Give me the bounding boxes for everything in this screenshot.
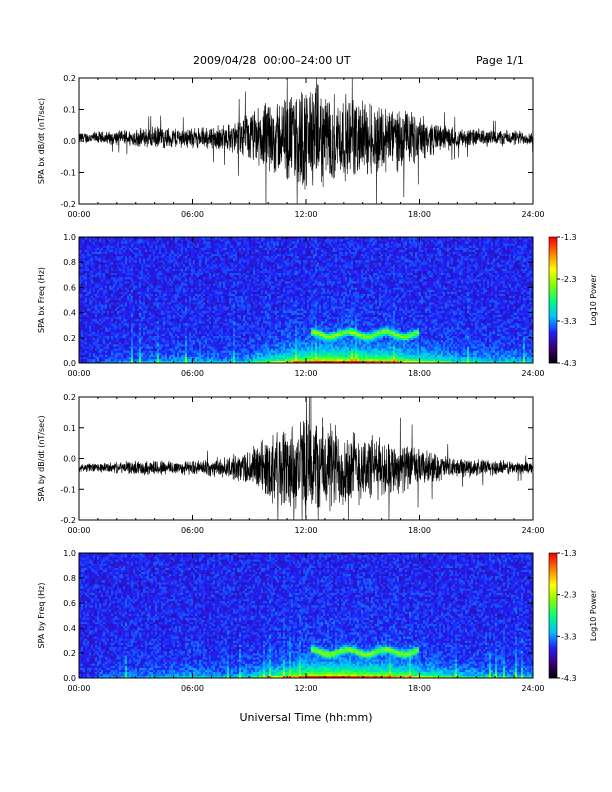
x-tick-label: 12:00 <box>294 526 317 535</box>
y-tick-label: 0.2 <box>63 74 76 83</box>
x-tick-label: 24:00 <box>521 369 544 378</box>
y-tick-label: 0.2 <box>63 393 76 402</box>
waveform-trace <box>79 78 533 204</box>
y-tick-label: 0.2 <box>63 649 76 658</box>
y-tick-label: 0.0 <box>63 137 76 146</box>
colorbar-tick-label: -3.3 <box>561 632 577 641</box>
colorbar-tick-label: -2.3 <box>561 591 577 600</box>
waveform-trace <box>79 397 533 520</box>
colorbar-tick-label: -4.3 <box>561 359 577 368</box>
y-axis-label: SPA by dB/dt (nT/sec) <box>37 415 46 501</box>
y-tick-label: -0.1 <box>60 485 76 494</box>
x-tick-label: 00:00 <box>67 684 90 693</box>
colorbar-tick-label: -3.3 <box>561 317 577 326</box>
colorbar-tick-label: -1.3 <box>561 233 577 242</box>
y-axis-label: SPA bx dB/dt (nT/sec) <box>37 98 46 184</box>
bx-waveform-panel: 00:00 06:00 12:00 18:00 24:00 -0.2 -0.1 0.0 0.1 0… <box>37 74 545 219</box>
x-tick-label: 06:00 <box>181 684 204 693</box>
by-waveform-panel: 00:00 06:00 12:00 18:00 24:00 -0.2 -0.1 0.0 0.1 0… <box>37 393 545 535</box>
x-axis-label: Universal Time (hh:mm) <box>0 711 612 724</box>
y-tick-label: 0.0 <box>63 674 76 683</box>
y-tick-label: 0.8 <box>63 574 76 583</box>
x-tick-label: 06:00 <box>181 369 204 378</box>
x-tick-label: 12:00 <box>294 369 317 378</box>
y-axis-label: SPA bx Freq (Hz) <box>37 267 46 333</box>
y-tick-label: 0.0 <box>63 455 76 464</box>
colorbar-tick-label: -2.3 <box>561 275 577 284</box>
colorbar-tick-label: -4.3 <box>561 674 577 683</box>
x-tick-label: 00:00 <box>67 526 90 535</box>
x-tick-label: 24:00 <box>521 526 544 535</box>
x-tick-label: 12:00 <box>294 684 317 693</box>
spectrogram-cells <box>79 553 533 678</box>
y-tick-label: 0.8 <box>63 258 76 267</box>
x-tick-label: 18:00 <box>408 210 431 219</box>
bx-spectrogram-panel: -1.3 -2.3 -3.3 -4.3 Log10 Power 00:00 06:00 12:… <box>37 233 598 378</box>
colorbar-label: Log10 Power <box>589 589 598 641</box>
y-tick-label: 0.4 <box>63 624 76 633</box>
y-tick-label: -0.1 <box>60 169 76 178</box>
x-tick-label: 18:00 <box>408 369 431 378</box>
y-tick-label: 0.4 <box>63 309 76 318</box>
x-tick-label: 06:00 <box>181 210 204 219</box>
y-tick-label: -0.2 <box>60 516 76 525</box>
y-tick-label: 0.6 <box>63 599 76 608</box>
colorbar-label: Log10 Power <box>589 274 598 326</box>
y-tick-label: -0.2 <box>60 200 76 209</box>
colorbar: -1.3 -2.3 -3.3 -4.3 Log10 Power <box>549 233 598 368</box>
x-tick-label: 24:00 <box>521 210 544 219</box>
x-tick-label: 24:00 <box>521 684 544 693</box>
colorbar-tick-label: -1.3 <box>561 549 577 558</box>
spectrogram-cells <box>79 237 533 363</box>
x-tick-label: 12:00 <box>294 210 317 219</box>
x-tick-label: 18:00 <box>408 684 431 693</box>
y-tick-label: 1.0 <box>63 233 76 242</box>
y-tick-label: 0.1 <box>63 106 76 115</box>
y-tick-label: 0.1 <box>63 424 76 433</box>
x-tick-label: 06:00 <box>181 526 204 535</box>
y-tick-label: 0.2 <box>63 334 76 343</box>
y-tick-label: 0.6 <box>63 283 76 292</box>
colorbar: -1.3 -2.3 -3.3 -4.3 Log10 Power <box>549 549 598 683</box>
by-spectrogram-panel: -1.3 -2.3 -3.3 -4.3 Log10 Power 00:00 06:00 12:… <box>37 549 598 693</box>
x-tick-label: 18:00 <box>408 526 431 535</box>
y-tick-label: 1.0 <box>63 549 76 558</box>
y-axis-label: SPA by Freq (Hz) <box>37 583 46 649</box>
x-tick-label: 00:00 <box>67 369 90 378</box>
x-tick-label: 00:00 <box>67 210 90 219</box>
y-tick-label: 0.0 <box>63 359 76 368</box>
